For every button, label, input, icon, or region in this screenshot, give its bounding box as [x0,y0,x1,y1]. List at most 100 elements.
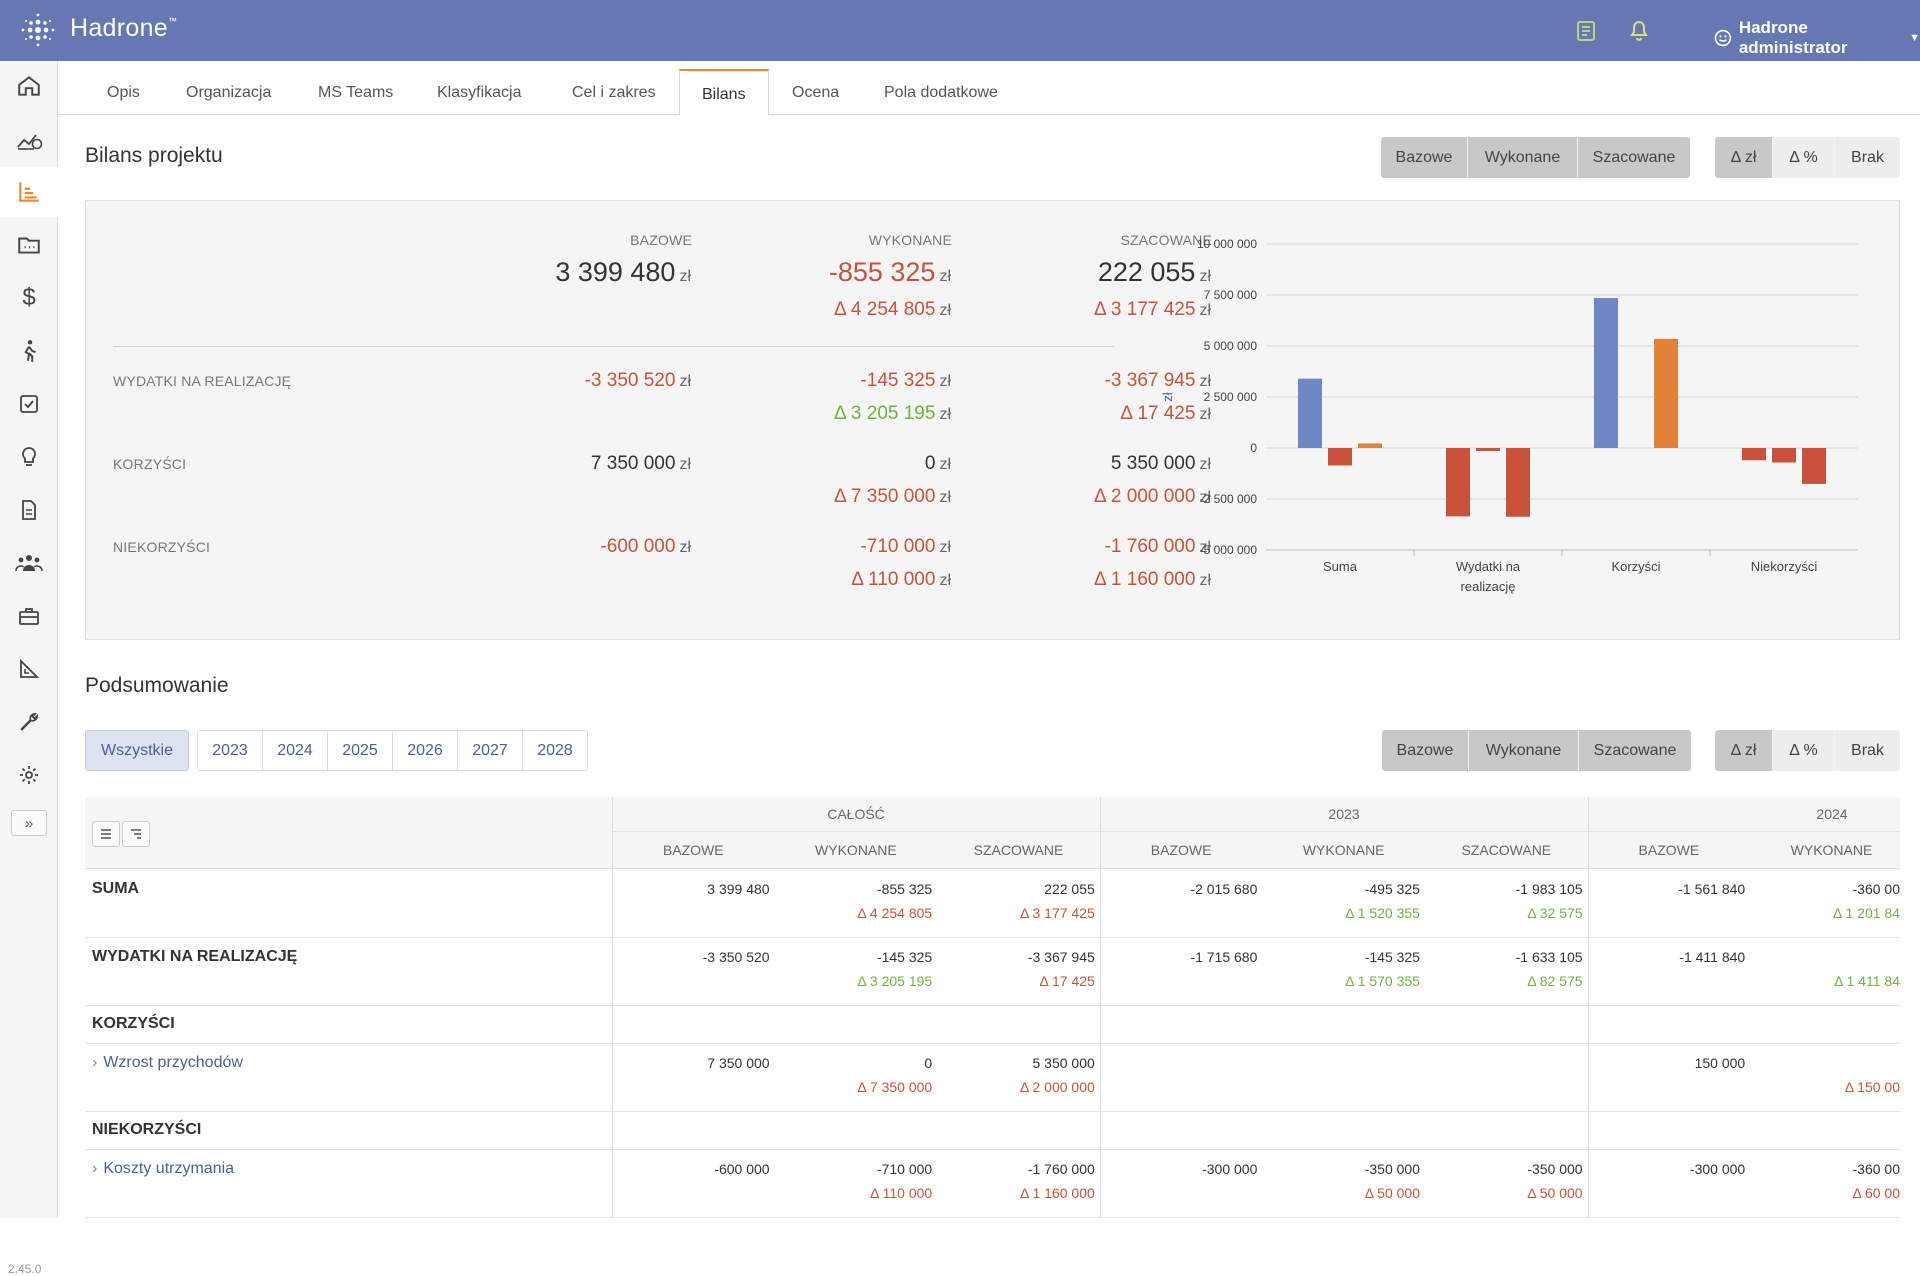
row-label: Wzrost przychodów [103,1054,243,1071]
chevron-right-icon[interactable]: › [92,1160,98,1177]
value: -600 000 [600,536,676,557]
currency-label: zł [1199,456,1211,473]
bar-0-2 [1594,298,1618,448]
cell-value: -1 561 840 [1678,881,1746,897]
year-filter-2025[interactable]: 2025 [327,730,392,771]
hadrone-logo-icon[interactable] [18,10,58,50]
total-szacowane: 222 055 zł [1098,257,1211,288]
notes-icon[interactable] [1574,19,1598,43]
cell-value: -360 000 [1852,881,1901,897]
y-tick-label: 7 500 000 [1204,288,1258,302]
sidebar-item-budget[interactable]: $ [0,273,58,323]
checkbox-icon [20,395,38,413]
year-filter-all[interactable]: Wszystkie [85,730,189,771]
korzysci-delta-wykonane: Δ 7 350 000 zł [834,486,951,508]
bar-2-3 [1802,448,1826,484]
sidebar-item-settings[interactable] [0,750,58,800]
cell-value: -360 000 [1852,1161,1901,1177]
value: -710 000 [860,536,936,557]
table-header [85,797,1900,869]
cell-value: -1 983 105 [1515,881,1583,897]
sidebar-item-tasks[interactable] [0,379,58,429]
bilans-series-toggle: Bazowe Wykonane Szacowane [1381,137,1690,178]
summary-toggle-delta-none[interactable]: Brak [1835,730,1900,771]
bilans-title: Bilans projektu [85,144,223,167]
sidebar-item-portfolio[interactable] [0,220,58,270]
divider [113,346,1114,347]
tab-klasyfikacja[interactable]: Klasyfikacja [437,84,522,101]
summary-toggle-wykonane[interactable]: Wykonane [1469,730,1579,771]
cell-value: -1 411 840 [1679,949,1746,965]
row-label-link[interactable]: › Koszty utrzymania [92,1160,234,1178]
toggle-bazowe[interactable]: Bazowe [1381,137,1468,178]
column-header: SZACOWANE [1461,842,1552,858]
tab-pola-dodatkowe[interactable]: Pola dodatkowe [884,84,998,101]
cell-delta: Δ 1 160 000 [1020,1185,1095,1201]
column-header: WYKONANE [1302,842,1385,858]
currency-label: zł [939,373,951,390]
wydatki-szacowane: -3 367 945 zł [1105,370,1211,392]
bell-icon[interactable] [1627,19,1651,43]
tab-opis[interactable]: Opis [107,84,140,101]
tab-organizacja[interactable]: Organizacja [186,84,272,101]
toggle-wykonane[interactable]: Wykonane [1468,137,1578,178]
toggle-delta-percent[interactable]: Δ % [1773,137,1835,178]
app-brand: Hadrone™ [70,14,177,43]
value: -1 760 000 [1104,536,1196,557]
chevron-right-icon[interactable]: › [92,1054,98,1071]
sidebar-item-balance[interactable] [0,167,58,217]
year-filter-2027[interactable]: 2027 [457,730,522,771]
collapse-all-button[interactable] [92,821,120,847]
tab-ocena[interactable]: Ocena [792,84,840,101]
wydatki-delta-wykonane: Δ 3 205 195 zł [834,403,951,425]
sidebar-item-ideas[interactable] [0,432,58,482]
cell-value: 5 350 000 [1032,1055,1095,1071]
value: Δ 2 000 000 [1093,486,1196,507]
sidebar-item-home[interactable] [0,61,58,111]
sidebar-item-people[interactable] [0,326,58,376]
year-filter-2028[interactable]: 2028 [522,730,588,771]
tab-ms-teams[interactable]: MS Teams [318,84,394,101]
sidebar-item-tools[interactable] [0,697,58,747]
bar-1-1 [1476,448,1500,451]
x-tick-label: realizację [1461,579,1516,594]
toggle-szacowane[interactable]: Szacowane [1578,137,1690,178]
x-tick-label: Niekorzyści [1751,559,1818,574]
cell-delta: Δ 3 205 195 [857,973,933,989]
bar-0-0 [1298,378,1322,448]
summary-toggle-delta-zl[interactable]: Δ zł [1715,730,1773,771]
cell-value: 0 [1750,949,1901,965]
currency-label: zł [1199,268,1211,285]
summary-toggle-delta-percent[interactable]: Δ % [1773,730,1835,771]
toggle-delta-none[interactable]: Brak [1835,137,1900,178]
sidebar-item-documents[interactable] [0,485,58,535]
cell-value: -300 000 [1202,1161,1258,1177]
summary-toggle-szacowane[interactable]: Szacowane [1579,730,1691,771]
cell-delta: Δ 150 000 [1844,1079,1900,1095]
sidebar-expand-button[interactable]: » [11,810,47,836]
year-filter-2024[interactable]: 2024 [262,730,327,771]
expand-all-button[interactable] [122,821,150,847]
cell-delta: Δ 1 570 355 [1345,973,1420,989]
top-bar: Hadrone™ Hadrone administrator ▼ [0,0,1920,61]
tab-bilans[interactable]: Bilans [679,69,769,116]
cell-delta: Δ 1 411 840 [1834,973,1900,989]
sidebar-item-team[interactable] [0,538,58,588]
year-filter-2026[interactable]: 2026 [392,730,457,771]
cell-value: -600 000 [714,1161,770,1177]
x-tick-label: Wydatki na [1456,559,1521,574]
currency-label: zł [1199,489,1211,506]
row-label-link[interactable]: › Wzrost przychodów [92,1054,243,1072]
sidebar-item-resources[interactable] [0,591,58,641]
folder-icon [18,237,40,254]
tab-cel-i-zakres[interactable]: Cel i zakres [572,84,656,101]
bar-2-2 [1654,338,1678,448]
year-filter-2023[interactable]: 2023 [197,730,262,771]
sidebar-item-finance[interactable] [0,114,58,164]
header-wykonane: WYKONANE [868,232,952,248]
user-menu[interactable]: Hadrone administrator ▼ [1713,18,1920,58]
sidebar-item-reports[interactable] [0,644,58,694]
toggle-delta-zl[interactable]: Δ zł [1715,137,1773,178]
section-label: NIEKORZYŚCI [92,1121,202,1138]
summary-toggle-bazowe[interactable]: Bazowe [1382,730,1469,771]
